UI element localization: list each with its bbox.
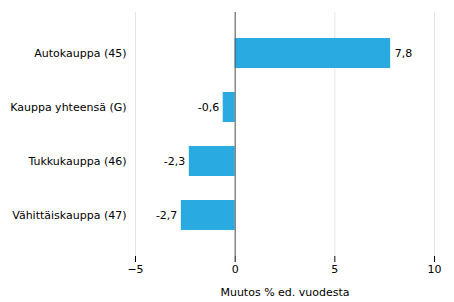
svg-text:Tukkukauppa (46): Tukkukauppa (46): [27, 155, 126, 168]
svg-text:-2,3: -2,3: [164, 155, 185, 168]
svg-text:Kauppa yhteensä (G): Kauppa yhteensä (G): [10, 101, 126, 114]
svg-text:-2,7: -2,7: [156, 209, 177, 222]
svg-text:−5: −5: [127, 263, 143, 276]
svg-text:-0,6: -0,6: [198, 101, 219, 114]
svg-text:5: 5: [331, 263, 338, 276]
svg-text:10: 10: [428, 263, 442, 276]
svg-text:7,8: 7,8: [395, 47, 413, 60]
svg-text:Muutos % ed. vuodesta: Muutos % ed. vuodesta: [220, 286, 349, 299]
svg-text:0: 0: [232, 263, 239, 276]
svg-text:Vähittäiskauppa (47): Vähittäiskauppa (47): [12, 209, 126, 222]
svg-text:Autokauppa (45): Autokauppa (45): [34, 47, 126, 60]
